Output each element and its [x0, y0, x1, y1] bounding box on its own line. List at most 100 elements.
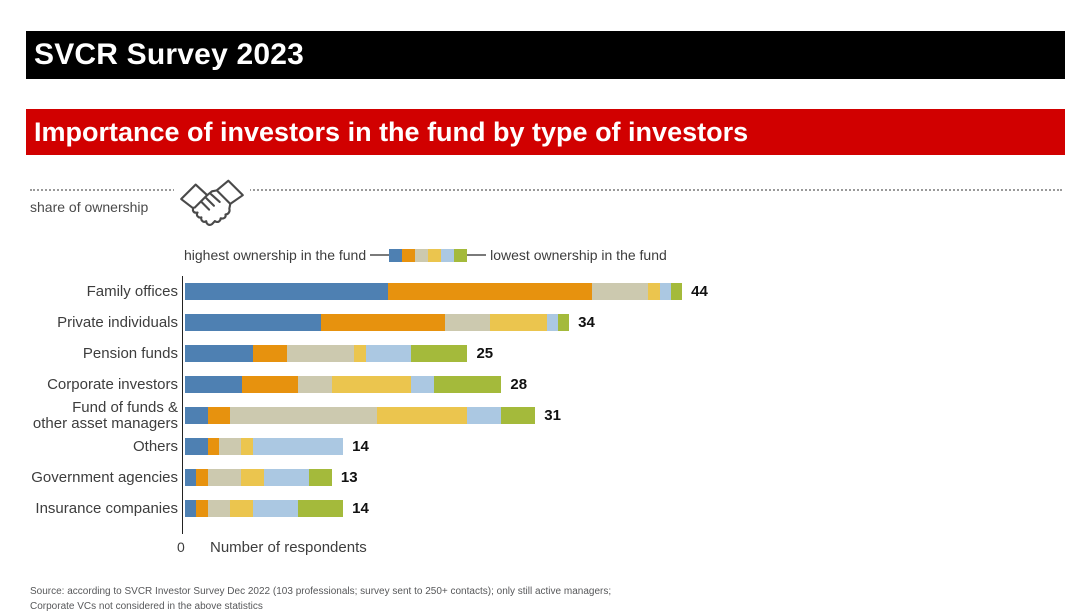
category-label: Private individuals	[57, 313, 178, 331]
bar-segment-rank-6-lowest-ownership	[297, 500, 344, 517]
bar-segment-rank-3	[207, 469, 242, 486]
bar-segment-rank-6-lowest-ownership	[410, 345, 468, 362]
bar-segment-rank-1-highest-ownership	[185, 376, 242, 393]
bar-segment-rank-6-lowest-ownership	[670, 283, 683, 300]
stacked-bar	[185, 469, 332, 486]
source-note-line2: Corporate VCs not considered in the abov…	[30, 600, 263, 612]
bar-segment-rank-4	[241, 469, 265, 486]
bar-segment-rank-4	[377, 407, 468, 424]
bar-segment-rank-4	[490, 314, 547, 331]
source-note-line1: Source: according to SVCR Investor Surve…	[30, 586, 612, 597]
handshake-icon	[174, 172, 250, 228]
value-label: 28	[510, 376, 528, 393]
chart-row: Corporate investors 28	[30, 369, 930, 400]
bar-segment-rank-6-lowest-ownership	[557, 314, 570, 331]
legend-label-highest: highest ownership in the fund	[184, 247, 367, 263]
bar-segment-rank-1-highest-ownership	[185, 345, 253, 362]
value-label: 31	[544, 407, 561, 424]
bar-segment-rank-5	[264, 469, 310, 486]
chart-legend: highest ownership in the fund lowest own…	[184, 247, 667, 263]
stacked-bar	[185, 438, 344, 455]
share-of-ownership-label: share of ownership	[30, 199, 149, 215]
legend-swatch-rank-3	[415, 248, 429, 262]
bar-segment-rank-5	[365, 345, 411, 362]
stacked-bar	[185, 376, 502, 393]
handshake-icon-svg	[180, 179, 244, 226]
bar-segment-rank-3	[286, 345, 355, 362]
bar-segment-rank-1-highest-ownership	[185, 407, 208, 424]
bar-segment-rank-2	[388, 283, 592, 300]
category-label: Government agencies	[31, 468, 178, 486]
stacked-bar	[185, 500, 344, 517]
bar-segment-rank-1-highest-ownership	[185, 500, 197, 517]
category-label: Insurance companies	[35, 499, 178, 517]
bar-segment-rank-3	[230, 407, 378, 424]
bar-segment-rank-1-highest-ownership	[185, 283, 389, 300]
category-label: Others	[132, 437, 178, 455]
bar-segment-rank-1-highest-ownership	[185, 314, 321, 331]
stacked-bar	[185, 314, 570, 331]
stacked-bar	[185, 407, 536, 424]
value-label: 14	[352, 438, 369, 455]
value-label: 25	[476, 345, 494, 362]
legend-dash-left	[370, 254, 395, 256]
bar-segment-rank-4	[354, 345, 366, 362]
category-label: Corporate investors	[47, 375, 178, 393]
category-label: Family offices	[86, 282, 178, 300]
bar-segment-rank-2	[320, 314, 445, 331]
bar-segment-rank-4	[230, 500, 253, 517]
bar-segment-rank-2	[196, 500, 208, 517]
bar-segment-rank-5	[252, 438, 344, 455]
bar-segment-rank-2	[207, 407, 231, 424]
bar-segment-rank-5	[252, 500, 298, 517]
x-axis-origin-label: 0	[177, 539, 185, 555]
category-label: Pension funds	[82, 344, 178, 362]
bar-segment-rank-3	[207, 500, 231, 517]
bar-segment-rank-5	[546, 314, 558, 331]
bar-segment-rank-5	[410, 376, 434, 393]
legend-label-lowest: lowest ownership in the fund	[490, 247, 667, 263]
chart-row: Insurance companies 14	[30, 493, 930, 524]
value-label: 13	[340, 469, 358, 486]
x-axis-title: Number of respondents	[210, 539, 367, 556]
chart-row: Government agencies 13	[30, 462, 930, 493]
legend-swatch-rank-5	[441, 248, 455, 262]
bar-segment-rank-3	[218, 438, 242, 455]
value-label: 44	[691, 283, 708, 300]
bar-segment-rank-3	[444, 314, 491, 331]
bar-segment-rank-6-lowest-ownership	[433, 376, 502, 393]
bar-segment-rank-5	[659, 283, 671, 300]
bar-segment-rank-2	[196, 469, 208, 486]
bar-segment-rank-6-lowest-ownership	[501, 407, 536, 424]
chart-row: Family offices 44	[30, 276, 930, 307]
legend-swatches	[389, 248, 468, 262]
bar-segment-rank-4	[331, 376, 411, 393]
bar-segment-rank-1-highest-ownership	[185, 469, 197, 486]
chart-row: Private individuals 34	[30, 307, 930, 338]
legend-swatch-rank-1-highest-ownership	[389, 248, 403, 262]
legend-swatch-rank-6-lowest-ownership	[454, 248, 468, 262]
chart-row: Pension funds 25	[30, 338, 930, 369]
bar-segment-rank-4	[648, 283, 660, 300]
source-note: Source: according to SVCR Investor Surve…	[30, 585, 611, 614]
slide-header-bar: SVCR Survey 2023	[26, 31, 1065, 79]
chart-row: Others 14	[30, 431, 930, 462]
bar-segment-rank-5	[467, 407, 502, 424]
section-banner-title: Importance of investors in the fund by t…	[34, 116, 749, 147]
bar-segment-rank-2	[207, 438, 219, 455]
stacked-bar	[185, 283, 683, 300]
chart-row: Fund of funds & other asset managers 31	[30, 398, 930, 432]
stacked-bar-chart: Family offices 44 Private individuals 34 Pen…	[30, 276, 930, 524]
bar-segment-rank-2	[252, 345, 287, 362]
bar-segment-rank-2	[241, 376, 298, 393]
legend-swatch-rank-4	[428, 248, 442, 262]
divider-dotted-line	[30, 189, 1062, 191]
value-label: 14	[352, 500, 369, 517]
bar-segment-rank-6-lowest-ownership	[309, 469, 332, 486]
slide-title: SVCR Survey 2023	[34, 38, 305, 71]
bar-segment-rank-4	[241, 438, 253, 455]
bar-segment-rank-1-highest-ownership	[185, 438, 208, 455]
stacked-bar	[185, 345, 468, 362]
category-label: Fund of funds & other asset managers	[32, 398, 178, 432]
